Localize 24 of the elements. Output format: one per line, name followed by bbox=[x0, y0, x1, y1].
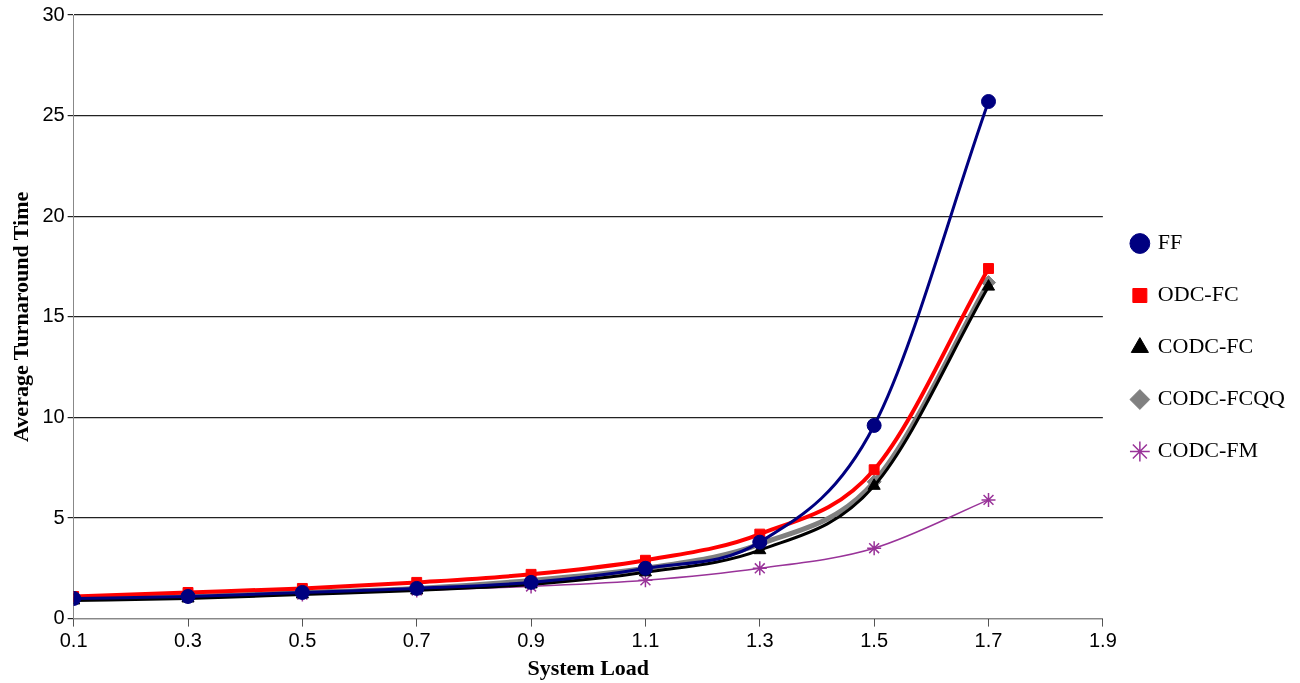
legend-label: FF bbox=[1157, 229, 1183, 255]
x-tick-label: 0.9 bbox=[517, 629, 545, 652]
x-tick-label: 0.7 bbox=[402, 629, 431, 652]
x-tick-label: 1.7 bbox=[974, 629, 1003, 652]
y-tick-label: 5 bbox=[53, 505, 65, 528]
y-tick-label: 25 bbox=[42, 103, 65, 126]
x-tick-label: 1.1 bbox=[631, 629, 660, 652]
y-tick-label: 10 bbox=[42, 404, 65, 427]
x-tick-label: 1.3 bbox=[745, 629, 774, 652]
y-tick-label: 15 bbox=[42, 304, 65, 327]
x-tick-label: 0.3 bbox=[174, 629, 202, 652]
y-tick-label: 0 bbox=[53, 606, 65, 629]
y-tick-label: 20 bbox=[42, 203, 65, 226]
x-tick-label: 1.9 bbox=[1088, 629, 1117, 652]
x-axis-title: System Load bbox=[527, 655, 650, 681]
x-tick-label: 0.1 bbox=[59, 629, 88, 652]
legend-label: CODC-FC bbox=[1157, 333, 1254, 359]
x-tick-label: 1.5 bbox=[860, 629, 889, 652]
legend-label: CODC-FCQQ bbox=[1157, 385, 1286, 411]
x-tick-label: 0.5 bbox=[288, 629, 317, 652]
y-tick-label: 30 bbox=[42, 2, 65, 25]
legend-label: ODC-FC bbox=[1157, 281, 1239, 307]
legend-label: CODC-FM bbox=[1157, 437, 1259, 463]
y-axis-title: Average Turnaround Time bbox=[7, 191, 33, 442]
